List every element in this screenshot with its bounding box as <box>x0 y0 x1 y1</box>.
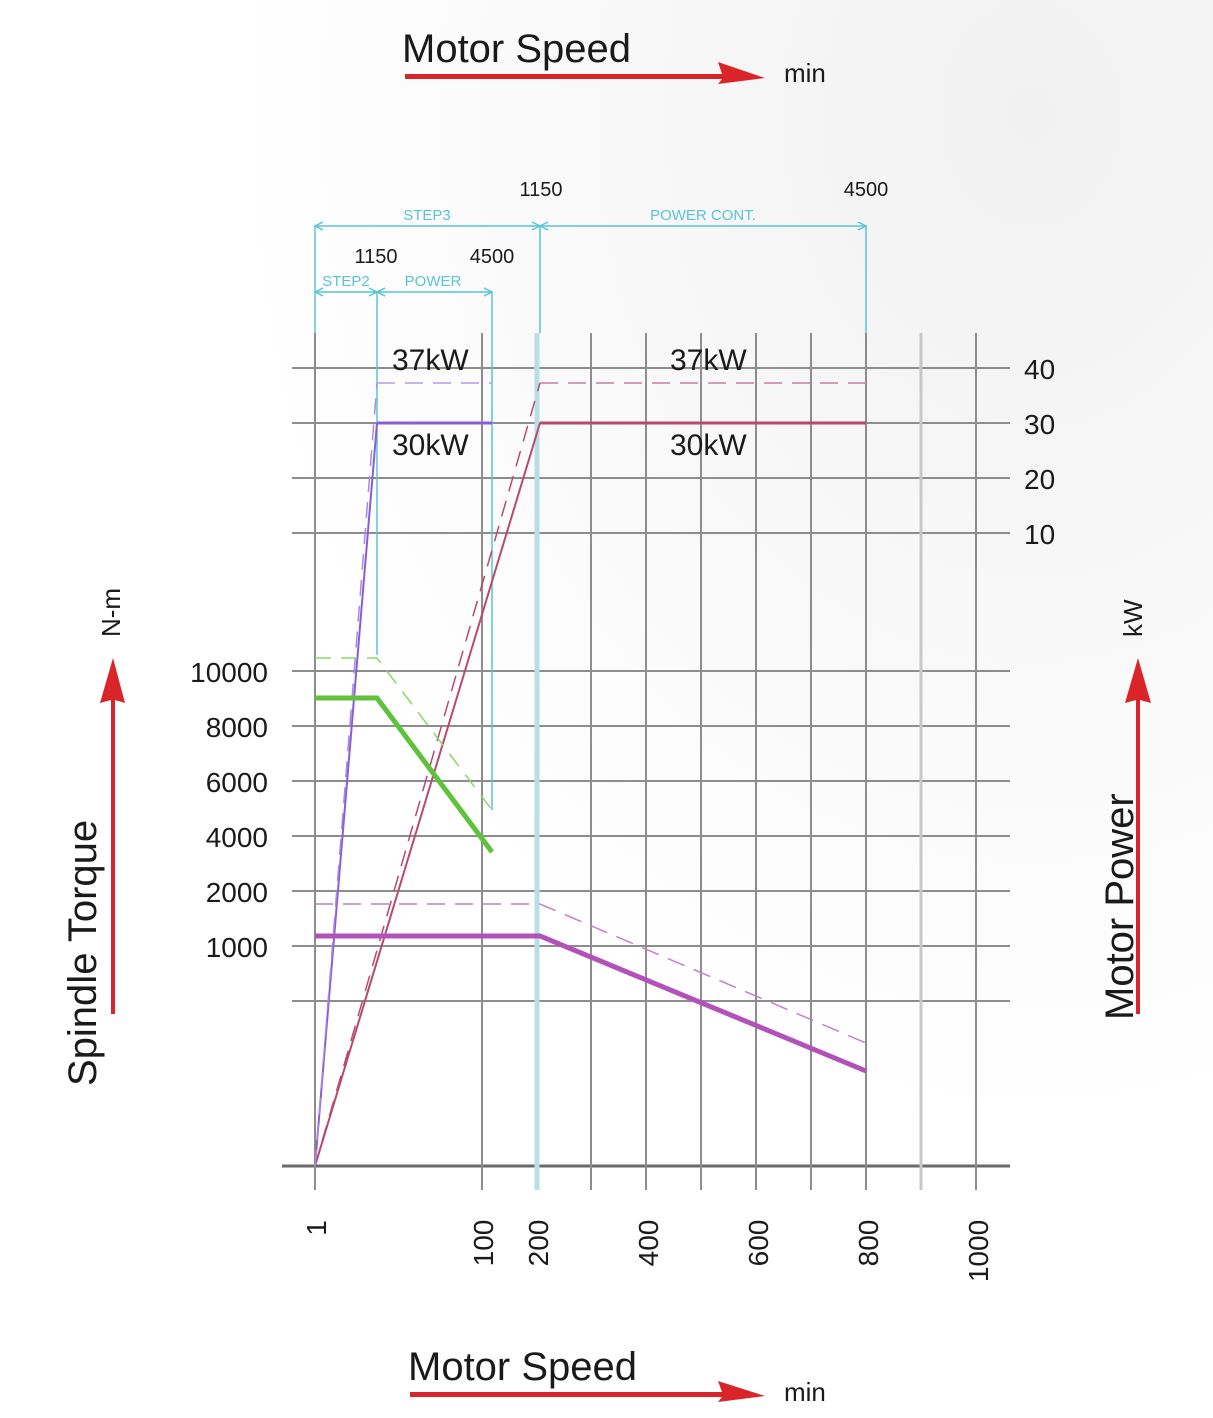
x-tick: 200 <box>523 1220 554 1267</box>
left-axis-title: Spindle Torque <box>61 820 105 1086</box>
step3-torque-cont <box>315 933 867 1074</box>
step2-torque-series <box>315 657 495 854</box>
left-axis-arrow <box>100 658 125 1014</box>
left-tick: 2000 <box>206 877 268 908</box>
dim-arrowhead <box>483 287 494 297</box>
step2-power-ramp <box>314 422 378 1167</box>
dim-arrowhead <box>375 287 386 297</box>
top-title: Motor Speed <box>402 27 631 71</box>
right-tick: 20 <box>1024 464 1055 495</box>
left-tick: 1000 <box>206 932 268 963</box>
x-tick: 800 <box>853 1220 884 1267</box>
power-end-rpm: 4500 <box>470 246 515 268</box>
step3-end-rpm: 1150 <box>519 179 562 201</box>
left-cont-power-label: 30kW <box>392 429 469 462</box>
vertical-gridlines <box>314 333 977 1190</box>
x-tick: 400 <box>633 1220 664 1267</box>
left-tick: 10000 <box>190 657 268 688</box>
left-tick: 6000 <box>206 767 268 798</box>
right-tick: 10 <box>1024 519 1055 550</box>
left-peak-power-label: 37kW <box>392 344 469 377</box>
x-tick: 1 <box>301 1220 332 1236</box>
step2-torque-peak <box>315 657 493 811</box>
x-tick: 600 <box>743 1220 774 1267</box>
right-axis-arrow <box>1125 658 1151 1014</box>
right-tick: 30 <box>1024 409 1055 440</box>
power-label: POWER <box>405 273 462 290</box>
x-tick: 100 <box>468 1220 499 1267</box>
step3-power-ramp <box>314 422 541 1167</box>
power-cont-label: POWER CONT. <box>650 207 756 224</box>
bottom-arrow <box>410 1381 765 1402</box>
step3-torque-series <box>315 903 867 1074</box>
bottom-title: Motor Speed <box>408 1345 637 1389</box>
step3-power-series <box>314 382 866 1167</box>
top-arrow <box>405 62 765 84</box>
right-cont-power-label: 30kW <box>670 429 747 462</box>
left-tick: 8000 <box>206 712 268 743</box>
dim-arrowhead <box>857 221 868 231</box>
right-axis-title: Motor Power <box>1098 793 1142 1020</box>
top-unit: min <box>784 58 826 88</box>
step3-torque-peak <box>315 903 867 1044</box>
left-tick: 4000 <box>206 822 268 853</box>
dim-arrowhead <box>313 221 324 231</box>
step3-label: STEP3 <box>403 207 451 224</box>
step2-label: STEP2 <box>322 273 370 290</box>
step2-power-series <box>314 382 492 1167</box>
right-peak-power-label: 37kW <box>670 344 747 377</box>
bottom-unit: min <box>784 1377 826 1407</box>
x-tick: 1000 <box>963 1220 994 1282</box>
step3-power-ramp-peak <box>314 382 541 1167</box>
step2-end-rpm: 1150 <box>354 246 397 268</box>
step2-power-ramp-peak <box>314 382 378 1167</box>
right-tick: 40 <box>1024 354 1055 385</box>
left-axis-unit: N-m <box>96 588 126 637</box>
power-cont-end-rpm: 4500 <box>844 179 889 201</box>
dim-arrowhead <box>313 287 324 297</box>
dim-arrowhead <box>538 221 549 231</box>
step2-torque-cont <box>315 695 495 854</box>
right-axis-unit: kW <box>1118 599 1148 637</box>
